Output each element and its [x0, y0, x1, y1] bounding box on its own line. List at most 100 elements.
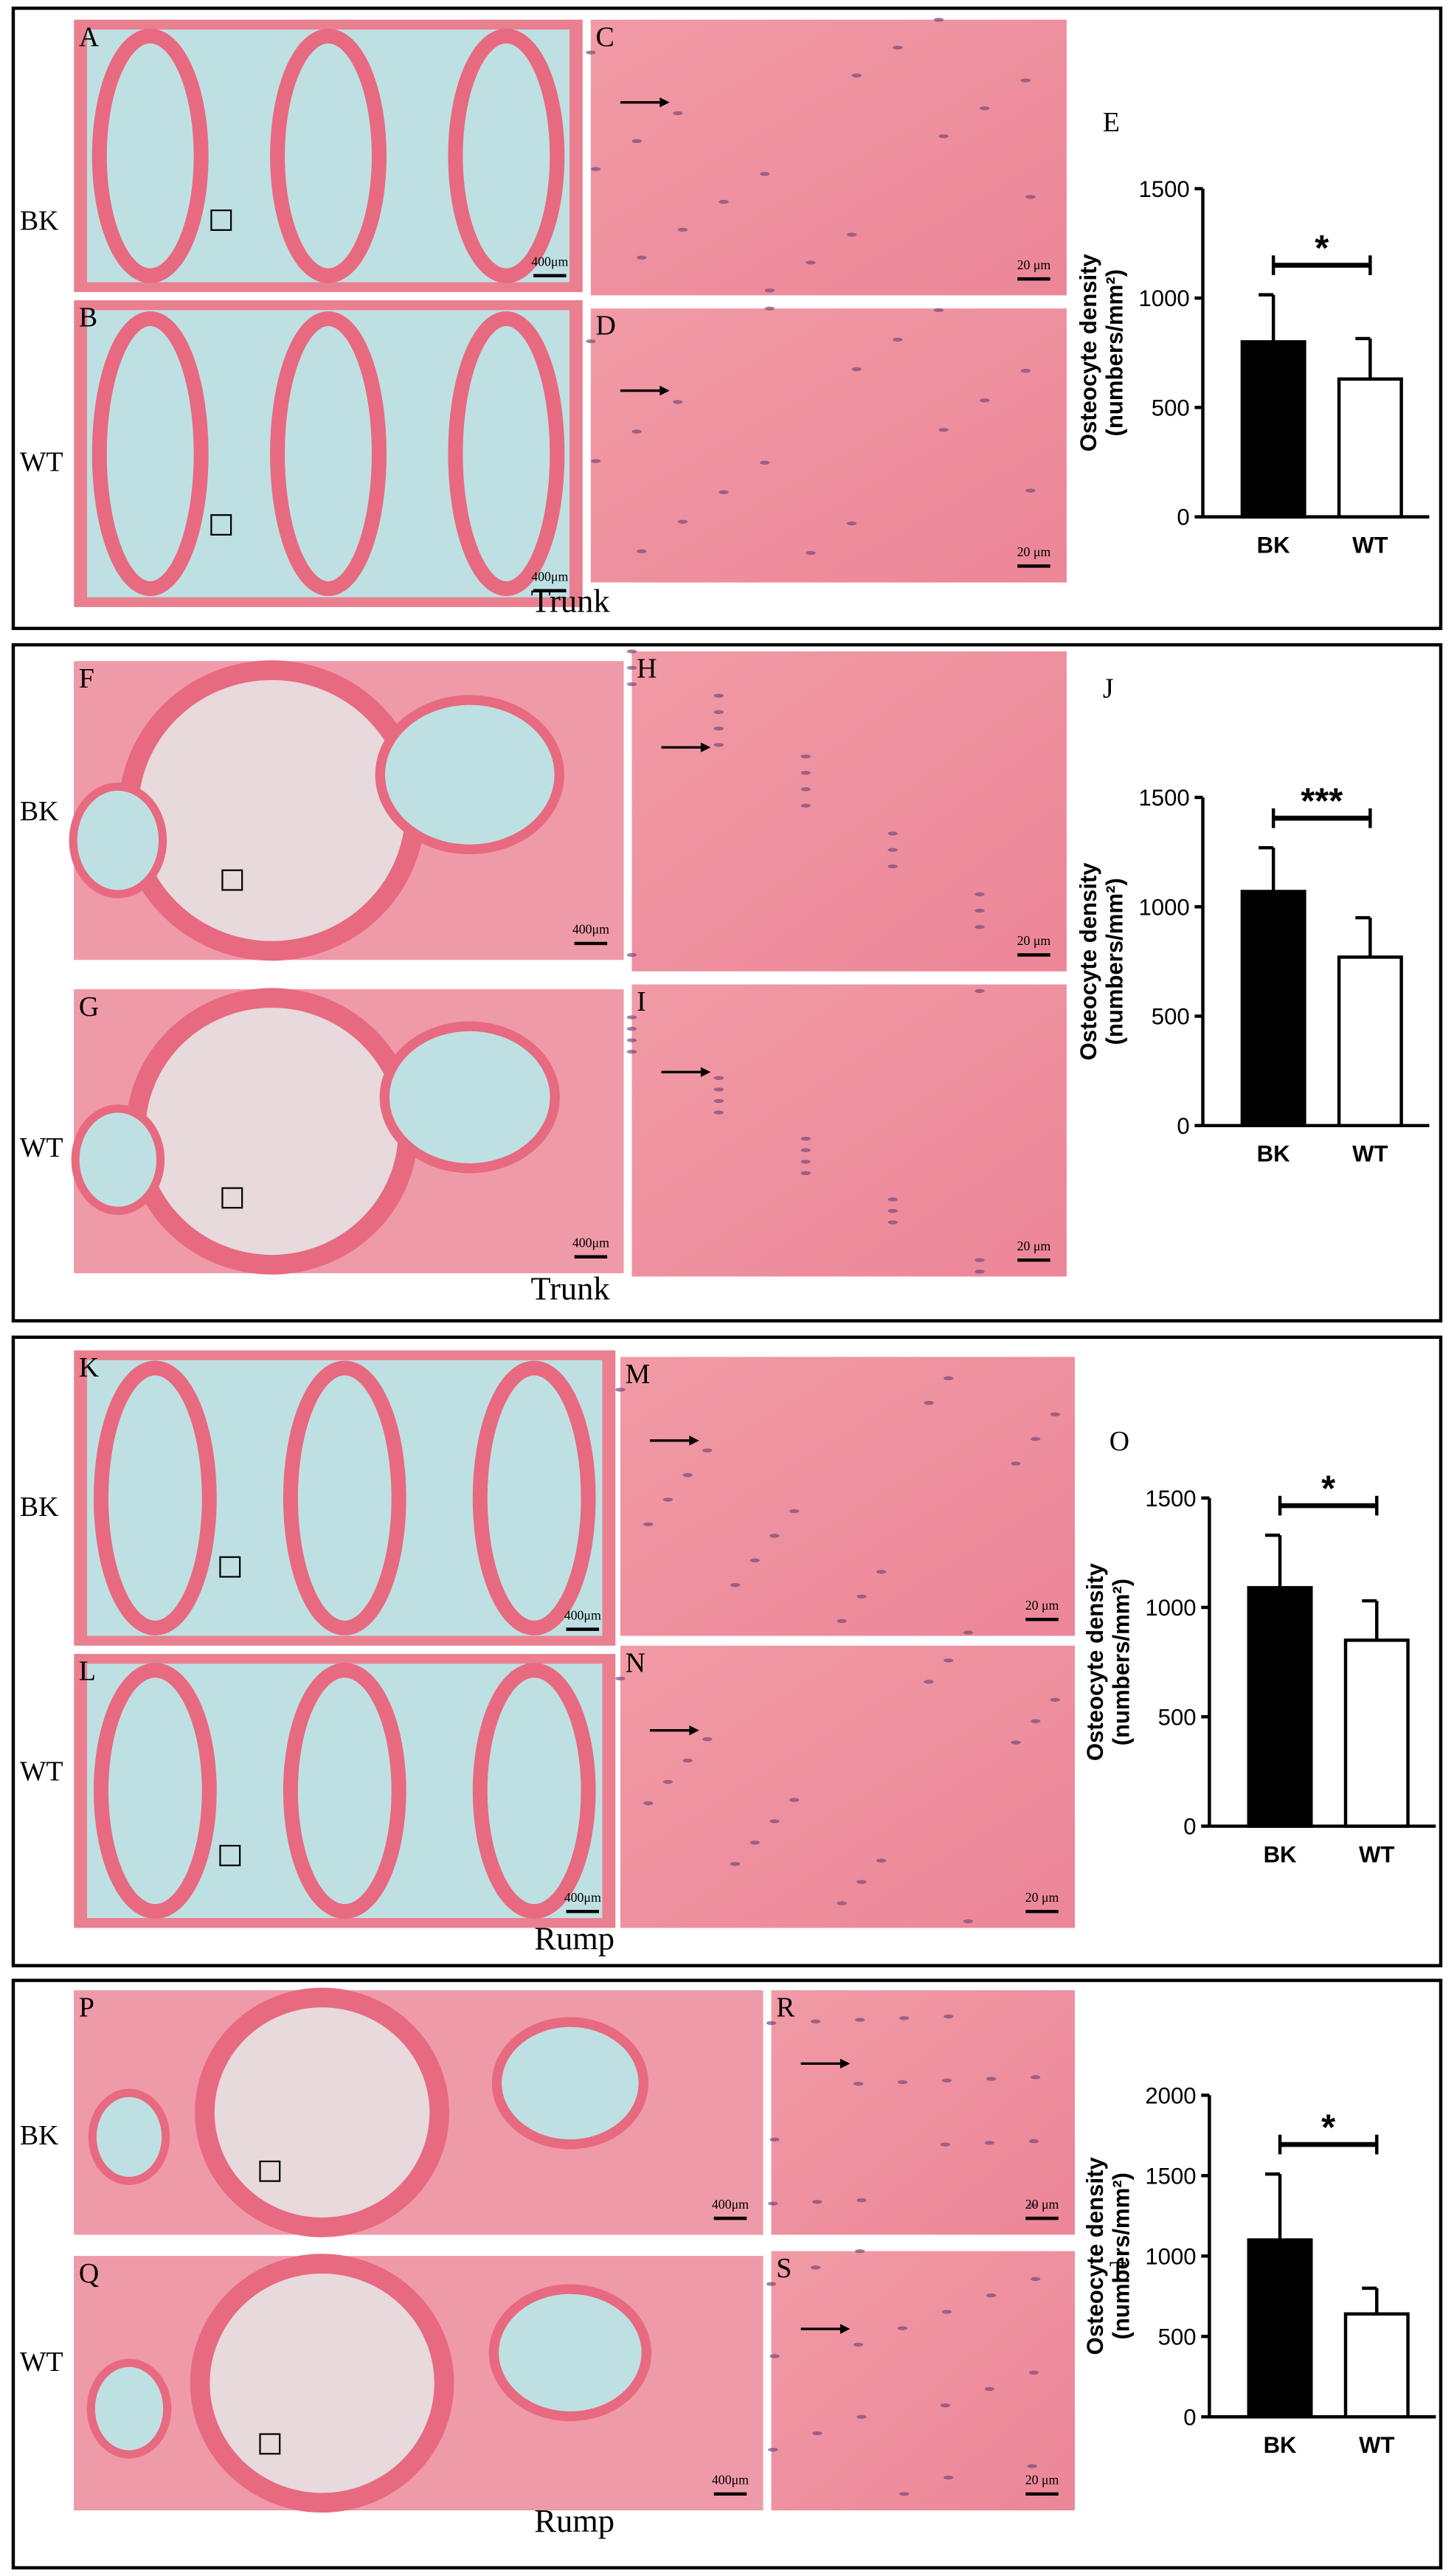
osteocyte [933, 18, 944, 22]
osteocyte [615, 1388, 626, 1392]
spine [375, 695, 564, 855]
significance: * [1321, 2108, 1335, 2147]
y-axis-label: (numbers/mm²) [1108, 1579, 1134, 1746]
vertebra [270, 28, 387, 283]
vertebra-body [195, 1987, 449, 2237]
osteocyte [626, 649, 637, 654]
micrograph [620, 1645, 1076, 1928]
row-label: BK [20, 796, 59, 827]
bar [1247, 2238, 1313, 2419]
spine [86, 2358, 172, 2459]
osteocyte [980, 398, 990, 403]
arrow-head [689, 1436, 699, 1446]
panel-letter: Q [79, 2258, 99, 2289]
vertebra [283, 1663, 406, 1919]
roi-box [210, 210, 232, 231]
y-axis-label: (numbers/mm²) [1108, 2172, 1134, 2340]
arrow-head [660, 97, 670, 108]
bar [1240, 890, 1306, 1128]
y-tick-label: 500 [1152, 395, 1190, 420]
osteocyte [800, 1160, 811, 1164]
osteocyte [986, 2293, 997, 2298]
osteocyte [713, 1098, 724, 1104]
bar [1343, 1638, 1410, 1828]
osteocyte [1030, 1436, 1041, 1441]
row-label: WT [20, 2347, 63, 2378]
spine [71, 1104, 165, 1215]
osteocyte [789, 1798, 800, 1802]
osteocyte [806, 260, 816, 265]
osteocyte [759, 460, 770, 465]
scale-label: 400μm [712, 2472, 749, 2487]
osteocyte [810, 2019, 821, 2023]
micrograph [771, 2251, 1076, 2511]
panel-letter: O [1109, 1426, 1129, 1457]
significance: *** [1301, 781, 1343, 821]
x-tick-label: BK [1257, 1141, 1290, 1167]
panel-letter: R [776, 1992, 795, 2023]
osteocyte [713, 1087, 724, 1092]
x-tick-label: BK [1257, 533, 1290, 558]
osteocyte [893, 337, 903, 342]
arrow-head [839, 2058, 851, 2069]
osteocyte [615, 1676, 626, 1681]
panel-letter: G [79, 991, 99, 1022]
y-axis-label: Osteocyte density [1076, 862, 1101, 1061]
osteocyte [806, 550, 816, 555]
micrograph [620, 1357, 1076, 1636]
scale-label: 20 μm [1017, 544, 1051, 559]
osteocyte [677, 519, 688, 524]
roi-box [221, 1187, 243, 1209]
y-tick-label: 1500 [1138, 176, 1189, 202]
panel-letter: I [637, 986, 646, 1017]
osteocyte [876, 1570, 887, 1574]
osteocyte [800, 1148, 811, 1152]
vertebra-body [125, 988, 418, 1275]
osteocyte [662, 1779, 674, 1784]
vertebra [270, 311, 387, 597]
y-axis-label: Osteocyte density [1082, 2157, 1108, 2355]
vertebra-body [190, 2254, 454, 2513]
osteocyte [1050, 1412, 1061, 1416]
osteocyte [856, 2198, 867, 2203]
panel-letter: K [79, 1352, 99, 1383]
roi-box [221, 869, 243, 891]
osteocyte [899, 2492, 910, 2496]
osteocyte [812, 2431, 823, 2436]
y-tick-label: 1500 [1145, 2163, 1196, 2189]
osteocyte [974, 1270, 985, 1274]
osteocyte [933, 308, 944, 313]
micrograph [771, 1990, 1076, 2235]
x-tick-label: BK [1264, 1841, 1297, 1867]
roi-box [259, 2433, 281, 2455]
osteocyte [682, 1472, 693, 1478]
scale-label: 20 μm [1017, 933, 1051, 948]
osteocyte [626, 665, 637, 670]
row-label: BK [20, 2120, 59, 2151]
x-tick-label: BK [1264, 2432, 1297, 2458]
section-frame [11, 1978, 1443, 2570]
micrograph [590, 19, 1067, 296]
y-tick-label: 0 [1177, 1113, 1189, 1139]
section-caption: Trunk [531, 1270, 611, 1307]
row-label: BK [20, 1492, 59, 1523]
osteocyte [626, 1026, 637, 1031]
osteocyte [853, 2082, 864, 2086]
vertebra [472, 1360, 596, 1635]
roi-box [210, 514, 232, 536]
row-label: WT [20, 446, 63, 477]
osteocyte [941, 2078, 952, 2082]
osteocyte [800, 803, 811, 808]
scale-label: 20 μm [1025, 2472, 1059, 2487]
osteocyte [677, 227, 688, 232]
osteocyte [846, 521, 857, 526]
osteocyte [1020, 369, 1031, 373]
scale-label: 400μm [572, 1235, 609, 1250]
osteocyte [887, 1208, 898, 1213]
osteocyte [837, 1901, 847, 1905]
osteocyte [643, 1801, 654, 1806]
osteocyte [1030, 2276, 1041, 2282]
osteocyte [626, 1015, 637, 1019]
bar [1337, 955, 1403, 1128]
vertebra [283, 1360, 406, 1635]
